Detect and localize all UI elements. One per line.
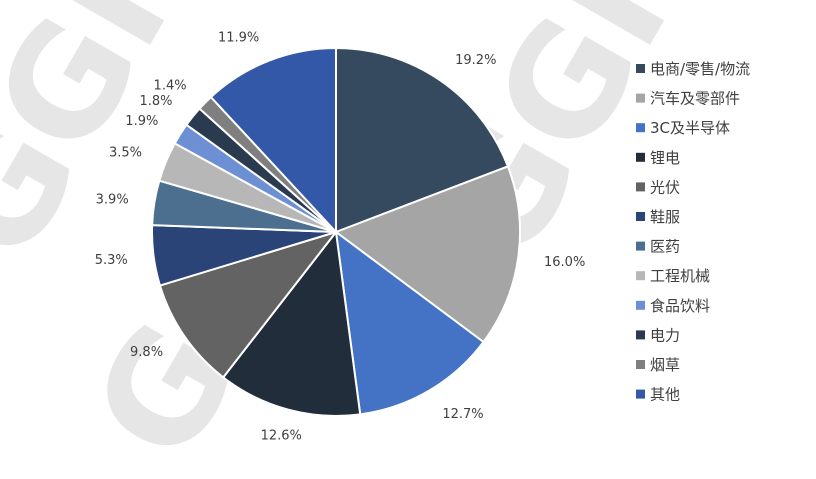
legend-label: 工程机械 (650, 267, 710, 285)
legend-label: 光伏 (650, 178, 680, 196)
pie-slices (151, 46, 521, 417)
legend-swatch (636, 152, 645, 162)
pie-slice (333, 165, 521, 344)
data-label: 3.5% (109, 146, 142, 161)
data-label: 1.4% (154, 78, 187, 93)
pie-slice (335, 46, 510, 234)
data-label: 1.8% (139, 94, 172, 109)
legend-label: 鞋服 (650, 208, 680, 226)
legend-swatch (636, 360, 645, 369)
legend-label: 烟草 (650, 356, 680, 374)
data-labels: 19.2% 16.0% 12.7% 12.6% 9.8% 5.3% 3.9% 3.5% 1.9%… (95, 31, 586, 444)
legend-label: 电力 (650, 326, 680, 344)
data-label: 11.9% (218, 31, 259, 46)
legend-swatch (636, 123, 645, 133)
legend-swatch (636, 271, 645, 281)
legend-label: 汽车及零部件 (650, 90, 740, 108)
legend-label: 医药 (650, 238, 680, 256)
data-label: 12.7% (442, 407, 483, 422)
data-label: 9.8% (130, 345, 163, 360)
data-label: 16.0% (544, 255, 585, 270)
legend-swatch (636, 212, 645, 221)
data-label: 1.9% (125, 114, 158, 129)
pie-slice (334, 229, 485, 416)
legend-swatch (636, 182, 645, 192)
legend-label: 其他 (650, 386, 680, 404)
pie-slice (221, 229, 362, 417)
legend-label: 3C及半导体 (650, 119, 730, 137)
pie-slice (158, 230, 339, 379)
data-label: 5.3% (95, 253, 128, 268)
legend-label: 食品饮料 (650, 297, 710, 315)
legend-swatch (636, 241, 645, 251)
legend-label: 锂电 (650, 149, 680, 167)
pie-slice (209, 46, 337, 235)
legend-swatch (636, 300, 645, 310)
data-label: 3.9% (96, 193, 129, 208)
legend-swatch (636, 64, 645, 73)
legend-swatch (636, 389, 645, 399)
legend-label: 电商/零售/物流 (650, 60, 750, 78)
legend-swatch (636, 93, 645, 103)
data-label: 19.2% (455, 53, 496, 68)
data-label: 12.6% (261, 429, 302, 444)
legend-swatch (636, 330, 645, 340)
